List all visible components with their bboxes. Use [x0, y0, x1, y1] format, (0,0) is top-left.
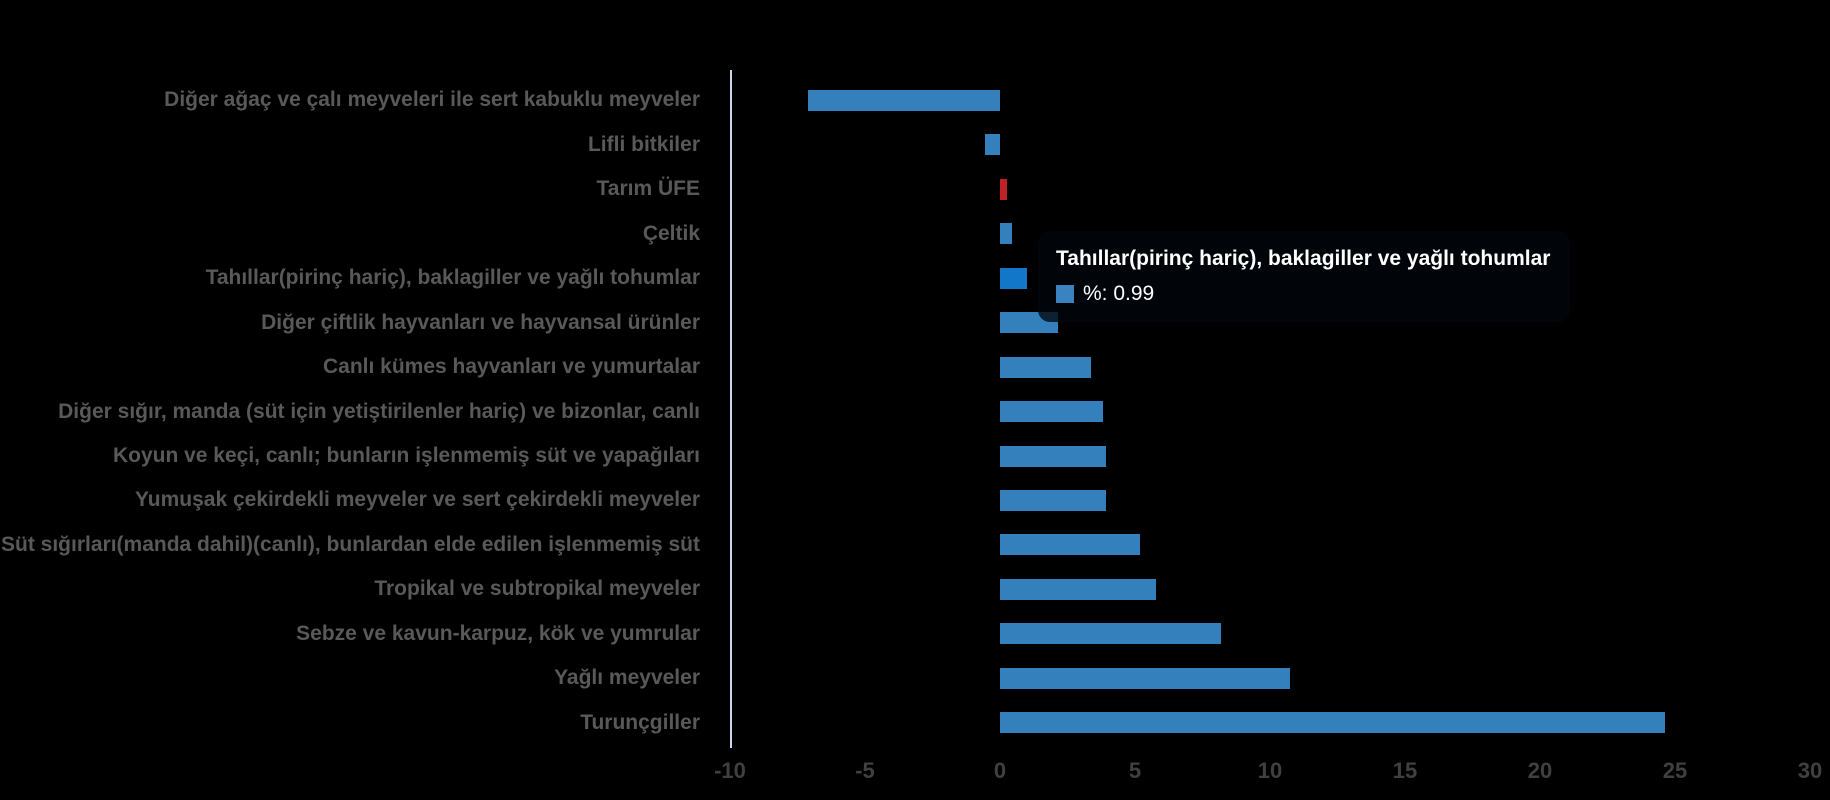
bar[interactable] [1000, 445, 1106, 467]
bar[interactable] [1000, 356, 1091, 378]
x-tick-label: 30 [1797, 758, 1823, 783]
x-tick-label: 5 [1128, 758, 1142, 783]
category-label: Tahıllar(pirinç hariç), baklagiller ve y… [205, 266, 700, 290]
bar[interactable] [1000, 667, 1290, 689]
bar[interactable] [984, 134, 1000, 156]
category-axis-line [730, 70, 732, 748]
bar[interactable] [1000, 267, 1027, 289]
category-label: Çeltik [642, 221, 700, 245]
x-tick-label: 15 [1392, 758, 1418, 783]
tooltip-value-row: %: 0.99 [1056, 282, 1550, 306]
x-tick-label: -10 [714, 758, 746, 783]
category-label: Diğer sığır, manda (süt için yetiştirile… [58, 399, 700, 423]
bar[interactable] [1000, 489, 1107, 511]
tooltip-value: %: 0.99 [1083, 282, 1155, 305]
x-tick-label: 20 [1527, 758, 1553, 783]
bar[interactable] [1000, 534, 1141, 556]
tooltip: Tahıllar(pirinç hariç), baklagiller ve y… [1038, 231, 1571, 322]
category-label: Yumuşak çekirdekli meyveler ve sert çeki… [134, 488, 700, 512]
series-marker-icon [1056, 285, 1074, 303]
category-label: Yağlı meyveler [554, 666, 700, 690]
bar[interactable] [1000, 223, 1013, 245]
bar[interactable] [1000, 623, 1221, 645]
category-label: Lifli bitkiler [587, 132, 700, 156]
category-label: Diğer çiftlik hayvanları ve hayvansal ür… [261, 310, 700, 334]
tooltip-title: Tahıllar(pirinç hariç), baklagiller ve y… [1056, 247, 1551, 270]
category-label: Turunçgiller [580, 710, 700, 734]
category-label: Diğer ağaç ve çalı meyveleri ile sert ka… [164, 88, 700, 112]
category-label: Koyun ve keçi, canlı; bunların işlenmemi… [112, 444, 700, 467]
category-label: Canlı kümes hayvanları ve yumurtalar [322, 355, 700, 379]
category-label: Tropikal ve subtropikal meyveler [374, 577, 700, 601]
x-tick-label: 25 [1662, 758, 1688, 783]
bar[interactable] [1000, 401, 1104, 423]
x-tick-label: 0 [993, 758, 1007, 783]
x-tick-label: 10 [1257, 758, 1283, 783]
bar[interactable] [1000, 178, 1008, 200]
x-tick-label: -5 [855, 758, 875, 783]
bar[interactable] [1000, 712, 1666, 734]
bar[interactable] [808, 89, 1000, 111]
category-label: Tarım ÜFE [596, 177, 700, 201]
bar[interactable] [1000, 578, 1157, 600]
category-label: Süt sığırları(manda dahil)(canlı), bunla… [1, 532, 700, 556]
category-label: Sebze ve kavun-karpuz, kök ve yumrular [296, 621, 700, 645]
